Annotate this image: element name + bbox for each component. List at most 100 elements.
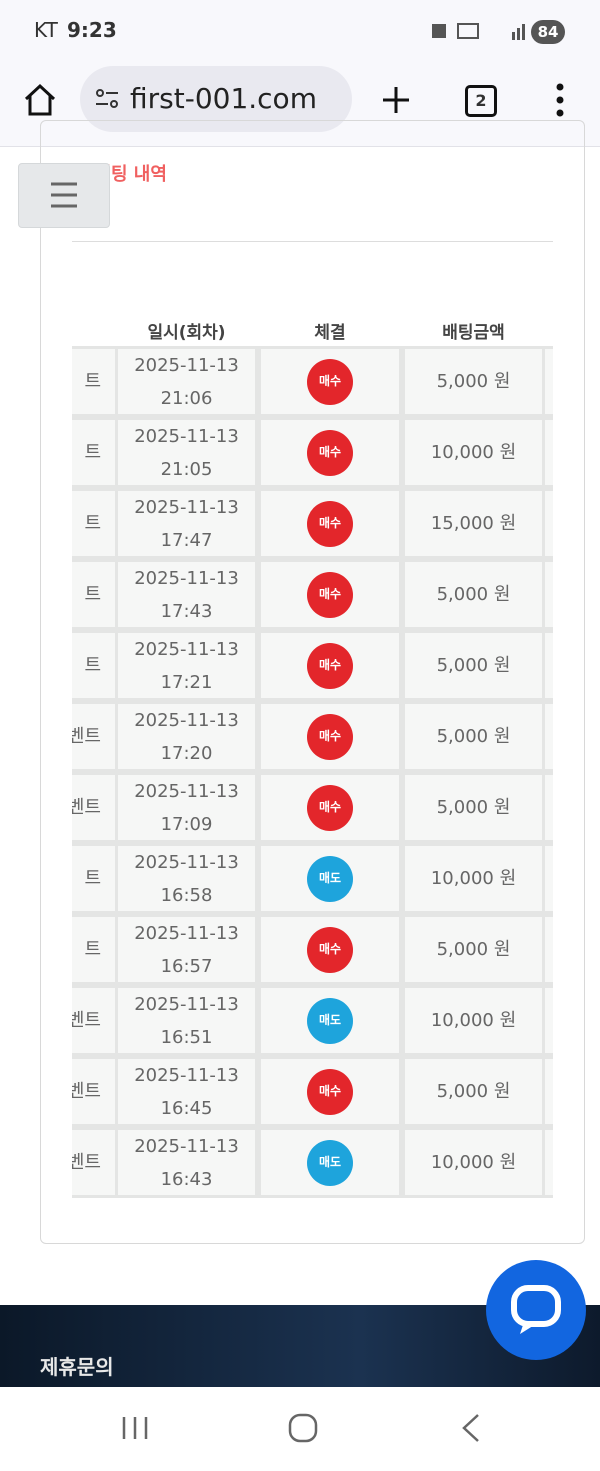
- date: 2025-11-13: [134, 638, 239, 660]
- nav-icons: [122, 1413, 479, 1443]
- date-cell: 2025-11-13 21:06: [115, 346, 258, 417]
- table-header: 일시(회차): [147, 323, 226, 343]
- chat-button[interactable]: [486, 1260, 586, 1360]
- result-cell: 매수: [258, 346, 402, 417]
- nav-bar: [0, 1387, 600, 1467]
- extra-cell: [542, 1127, 553, 1198]
- amount: 10,000 원: [430, 442, 517, 463]
- game-cell: 트: [72, 559, 118, 630]
- date-cell: 2025-11-13 16:43: [115, 1127, 258, 1198]
- date: 2025-11-13: [134, 993, 239, 1015]
- time: 21:06: [160, 387, 213, 409]
- more-menu[interactable]: [550, 82, 570, 118]
- game-name: 트: [84, 513, 101, 534]
- amount-cell: 5,000 원: [402, 772, 545, 843]
- time: 17:20: [160, 742, 213, 764]
- result-cell: 매도: [258, 985, 402, 1056]
- date: 2025-11-13: [134, 780, 239, 802]
- date-cell: 2025-11-13 16:51: [115, 985, 258, 1056]
- amount: 5,000 원: [436, 584, 511, 605]
- result-cell: 매수: [258, 701, 402, 772]
- amount-cell: 10,000 원: [402, 417, 545, 488]
- result-cell: 매수: [258, 488, 402, 559]
- result-badge: 매수: [307, 784, 353, 831]
- browser-bar: first-001.com 2: [0, 60, 600, 147]
- date-cell: 2025-11-13 17:43: [115, 559, 258, 630]
- amount: 10,000 원: [430, 1010, 517, 1031]
- menu-icon: [51, 182, 77, 208]
- site-info-icon: [96, 89, 118, 108]
- date: 2025-11-13: [134, 1064, 239, 1086]
- amount: 10,000 원: [430, 1152, 517, 1173]
- date-cell: 2025-11-13 17:21: [115, 630, 258, 701]
- result-badge: 매수: [307, 571, 353, 618]
- result-badge: 매수: [307, 642, 353, 689]
- extra-cell: [542, 772, 553, 843]
- extra-cell: [542, 417, 553, 488]
- date-cell: 2025-11-13 16:45: [115, 1056, 258, 1127]
- table-header: 배팅금액: [442, 323, 505, 343]
- result-cell: 매수: [258, 914, 402, 985]
- time: 17:43: [160, 600, 213, 622]
- bet-table: 일시(회차) 체결 배팅금액 트 2025-11-13 21:06 매수 5,000 원 트 20…: [72, 300, 553, 1212]
- result-cell: 매수: [258, 630, 402, 701]
- battery: 84: [531, 20, 565, 44]
- amount: 5,000 원: [436, 939, 511, 960]
- time: 17:47: [160, 529, 213, 551]
- result-cell: 매도: [258, 1127, 402, 1198]
- date: 2025-11-13: [134, 425, 239, 447]
- game-cell: 벤트: [72, 772, 118, 843]
- amount-cell: 5,000 원: [402, 630, 545, 701]
- tab-count[interactable]: 2: [465, 85, 497, 117]
- result-cell: 매수: [258, 417, 402, 488]
- result-badge: 매수: [307, 713, 353, 760]
- date: 2025-11-13: [134, 851, 239, 873]
- game-name: 벤트: [72, 1152, 101, 1173]
- game-cell: 벤트: [72, 1056, 118, 1127]
- result-badge: 매도: [307, 855, 353, 902]
- amount-cell: 10,000 원: [402, 985, 545, 1056]
- date-cell: 2025-11-13 21:05: [115, 417, 258, 488]
- extra-cell: [542, 985, 553, 1056]
- game-name: 트: [84, 939, 101, 960]
- result-cell: 매수: [258, 772, 402, 843]
- amount: 5,000 원: [436, 1081, 511, 1102]
- home-button[interactable]: [22, 82, 58, 118]
- date: 2025-11-13: [134, 922, 239, 944]
- amount: 5,000 원: [436, 726, 511, 747]
- amount: 5,000 원: [436, 371, 511, 392]
- menu-button[interactable]: [18, 163, 110, 228]
- result-badge: 매수: [307, 1068, 353, 1115]
- result-cell: 매도: [258, 843, 402, 914]
- date-cell: 2025-11-13 17:20: [115, 701, 258, 772]
- result-badge: 매수: [307, 926, 353, 973]
- chat-icon: [511, 1285, 561, 1334]
- amount: 5,000 원: [436, 655, 511, 676]
- game-name: 벤트: [72, 1010, 101, 1031]
- address-bar[interactable]: first-001.com: [80, 66, 352, 132]
- date-cell: 2025-11-13 16:57: [115, 914, 258, 985]
- result-badge: 매도: [307, 1139, 353, 1186]
- date-cell: 2025-11-13 17:47: [115, 488, 258, 559]
- date: 2025-11-13: [134, 354, 239, 376]
- game-name: 트: [84, 442, 101, 463]
- game-name: 벤트: [72, 797, 101, 818]
- content-card: [40, 120, 585, 1244]
- game-name: 벤트: [72, 726, 101, 747]
- amount-cell: 5,000 원: [402, 701, 545, 772]
- extra-cell: [542, 843, 553, 914]
- result-badge: 매수: [307, 429, 353, 476]
- result-badge: 매수: [307, 358, 353, 405]
- new-tab-button[interactable]: [380, 84, 412, 116]
- date: 2025-11-13: [134, 496, 239, 518]
- footer-title: 제휴문의: [40, 1355, 114, 1379]
- extra-cell: [542, 488, 553, 559]
- carrier: KT: [34, 18, 58, 42]
- amount-cell: 5,000 원: [402, 914, 545, 985]
- extra-cell: [542, 914, 553, 985]
- game-cell: 벤트: [72, 985, 118, 1056]
- date: 2025-11-13: [134, 567, 239, 589]
- game-name: 트: [84, 868, 101, 889]
- extra-cell: [542, 630, 553, 701]
- game-name: 트: [84, 584, 101, 605]
